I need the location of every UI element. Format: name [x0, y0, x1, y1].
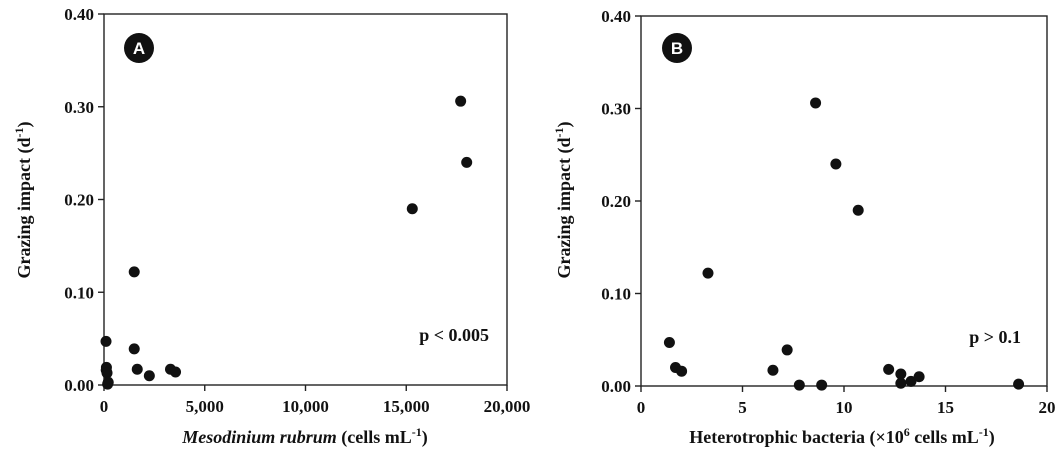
y-tick-label: 0.40	[64, 5, 94, 24]
points-b	[663, 97, 1025, 391]
data-point	[461, 156, 473, 168]
y-tick-label: 0.20	[601, 192, 631, 211]
y-tick-label: 0.00	[601, 377, 631, 396]
panel-label-a: A	[133, 39, 145, 58]
data-point	[663, 337, 675, 349]
x-tick-label: 5,000	[186, 397, 224, 416]
annotation-a: p < 0.005	[419, 325, 489, 345]
y-tick-label: 0.30	[601, 100, 631, 119]
data-point	[883, 363, 895, 375]
data-point	[895, 368, 907, 380]
panel-label-badge-b	[662, 33, 692, 63]
data-point	[702, 267, 714, 279]
data-point	[781, 344, 793, 356]
x-tick-label: 15	[937, 398, 954, 417]
data-point	[816, 379, 828, 391]
y-tick-label: 0.20	[64, 191, 94, 210]
x-tick-label: 0	[100, 397, 109, 416]
data-point	[895, 377, 907, 389]
data-point	[170, 366, 182, 378]
panel-label-b: B	[671, 39, 683, 58]
panel-b: 0 5 10 15 20 0.00 0.10 0.20 0.30 0.40 B p > 0.1 G…	[552, 7, 1056, 448]
x-tick-label: 5	[738, 398, 747, 417]
x-tick-label: 10	[836, 398, 853, 417]
data-point	[810, 97, 822, 109]
x-axis-title-a: Mesodinium rubrum (cells mL-1)	[181, 425, 428, 448]
x-tick-label: 20,000	[484, 397, 531, 416]
data-point	[913, 371, 925, 383]
data-point	[852, 204, 864, 216]
y-tick-label: 0.00	[64, 376, 94, 395]
y-axis-title-b: Grazing impact (d-1)	[552, 122, 575, 279]
panel-a: 0 5,000 10,000 15,000 20,000 0.00 0.10 0.20 0.30…	[12, 5, 530, 448]
x-axis-title-b: Heterotrophic bacteria (×106 cells mL-1)	[689, 425, 995, 448]
data-point	[406, 203, 418, 215]
y-tick-label: 0.30	[64, 98, 94, 117]
y-tick-label: 0.10	[64, 283, 94, 302]
ticks-a: 0 5,000 10,000 15,000 20,000 0.00 0.10 0.20 0.30…	[64, 5, 530, 416]
data-point	[131, 363, 143, 375]
x-tick-label: 10,000	[282, 397, 329, 416]
x-tick-label: 15,000	[383, 397, 430, 416]
data-point	[143, 370, 155, 382]
x-tick-label: 20	[1039, 398, 1056, 417]
y-tick-label: 0.40	[601, 7, 631, 26]
data-point	[905, 375, 917, 387]
data-point	[676, 365, 688, 377]
x-tick-label: 0	[637, 398, 646, 417]
data-point	[793, 379, 805, 391]
ticks-b: 0 5 10 15 20 0.00 0.10 0.20 0.30 0.40	[601, 7, 1055, 417]
annotation-b: p > 0.1	[969, 327, 1021, 347]
data-point	[128, 343, 140, 355]
data-point	[128, 266, 140, 278]
y-tick-label: 0.10	[601, 285, 631, 304]
points-a	[100, 95, 473, 390]
data-point	[1013, 378, 1025, 390]
panel-label-badge-a	[124, 33, 154, 63]
data-point	[767, 364, 779, 376]
data-point	[455, 95, 467, 107]
data-point	[102, 376, 114, 388]
data-point	[101, 367, 113, 379]
data-point	[100, 335, 112, 347]
data-point	[830, 158, 842, 170]
y-axis-title-a: Grazing impact (d-1)	[12, 122, 35, 279]
